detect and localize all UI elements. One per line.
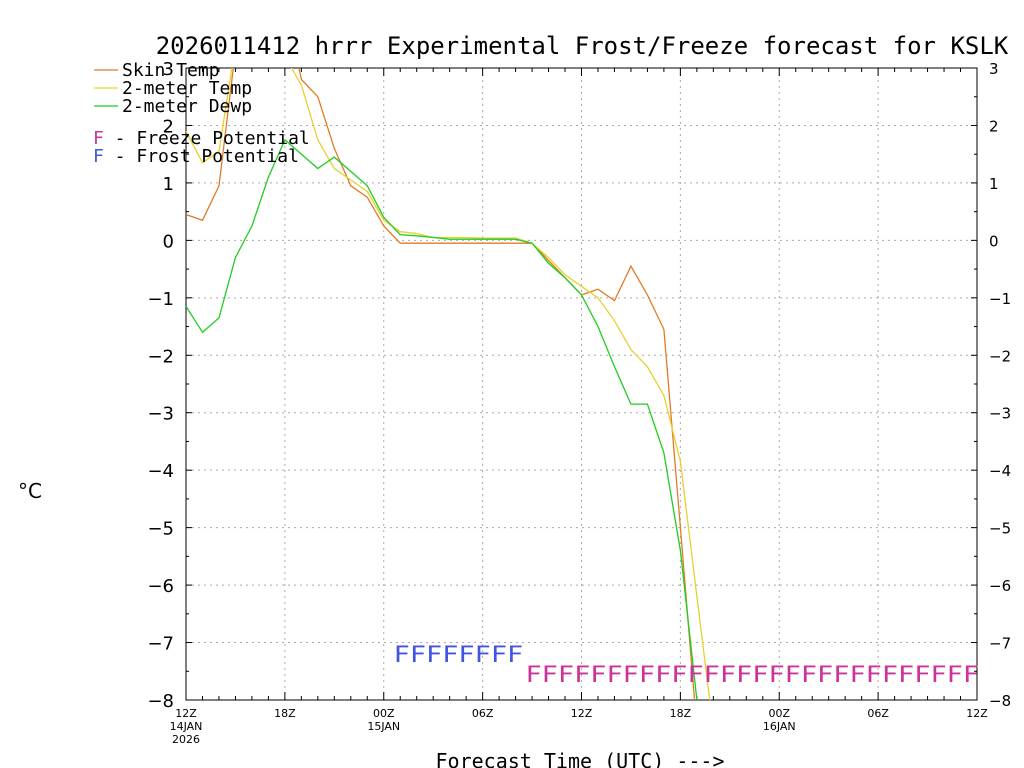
y-tick-labels-left: 3 2 1 0 −1 −2 −3 −4 −5 −6 −7 −8 (147, 59, 174, 712)
plot-frame (185, 67, 978, 701)
y-tick-label-left: −6 (147, 576, 174, 597)
y-tick-label-left: −5 (147, 519, 174, 540)
legend-potential-text: - Frost Potential (104, 146, 299, 167)
y-tick-label-left: −8 (147, 691, 174, 712)
x-tick-date: 14JAN (170, 720, 203, 733)
y-tick-label-left: −3 (147, 404, 174, 425)
y-tick-label-left: 0 (163, 231, 174, 252)
series-line-2-meter-dewp (186, 138, 698, 700)
legend-potential: F - Frost Potential (93, 146, 299, 167)
y-tick-label-left: −2 (147, 346, 174, 367)
x-tick-label: 00Z (373, 707, 395, 720)
legend-entry: Skin Temp (122, 60, 220, 81)
y-tick-label-left: −7 (147, 634, 174, 655)
y-tick-label-right: −7 (989, 635, 1011, 653)
y-tick-label-right: −4 (989, 462, 1011, 480)
y-axis-unit-label: °C (18, 479, 42, 503)
y-tick-labels-right: 3 2 1 0 −1 −2 −3 −4 −5 −6 −7 −8 (989, 60, 1011, 710)
legend-potential: F - Freeze Potential (93, 128, 310, 149)
y-tick-label-left: −1 (147, 289, 174, 310)
x-tick-label: 12Z (966, 707, 988, 720)
y-tick-label-left: 3 (163, 59, 174, 80)
legend-entry: 2-meter Temp (122, 78, 252, 99)
y-tick-label-right: −6 (989, 577, 1011, 595)
y-tick-label-right: 3 (989, 60, 999, 78)
chart-title: 2026011412 hrrr Experimental Frost/Freez… (156, 32, 1009, 60)
y-tick-label-right: −8 (989, 692, 1011, 710)
y-tick-label-right: 2 (989, 117, 999, 135)
y-tick-label-right: −3 (989, 405, 1011, 423)
y-tick-label-right: −1 (989, 290, 1011, 308)
y-tick-label-right: 0 (989, 232, 999, 250)
x-tick-label: 18Z (670, 707, 692, 720)
x-tick-date: 15JAN (367, 720, 400, 733)
legend-potential-symbol: F (93, 128, 104, 149)
legend-potential-symbol: F (93, 146, 104, 167)
y-tick-label-right: −2 (989, 347, 1011, 365)
x-axis-label: Forecast Time (UTC) ---> (436, 749, 725, 768)
series-line-2-meter-temp (186, 68, 711, 700)
y-tick-label-left: 2 (163, 116, 174, 137)
series-line-skin-temp (186, 68, 696, 700)
legend-entry: 2-meter Dewp (122, 96, 252, 117)
legend-potential-text: - Freeze Potential (104, 128, 310, 149)
frost-flags: FFFFFFFF (394, 643, 524, 668)
x-tick-label: 06Z (472, 707, 494, 720)
series-lines (186, 68, 711, 700)
y-tick-label-right: −5 (989, 520, 1011, 538)
y-tick-label-right: 1 (989, 175, 999, 193)
x-tick-label: 18Z (274, 707, 296, 720)
x-tick-year: 2026 (172, 733, 200, 746)
y-tick-label-left: 1 (163, 174, 174, 195)
axis-ticks (185, 67, 978, 701)
x-tick-label: 12Z (571, 707, 593, 720)
x-tick-label: 12Z (175, 707, 197, 720)
grid-lines (186, 68, 977, 700)
x-tick-label: 06Z (867, 707, 889, 720)
x-tick-date: 16JAN (763, 720, 796, 733)
freeze-flags: FFFFFFFFFFFFFFFFFFFFFFFFFFFF (525, 663, 979, 688)
x-tick-label: 00Z (768, 707, 790, 720)
y-tick-label-left: −4 (147, 461, 174, 482)
